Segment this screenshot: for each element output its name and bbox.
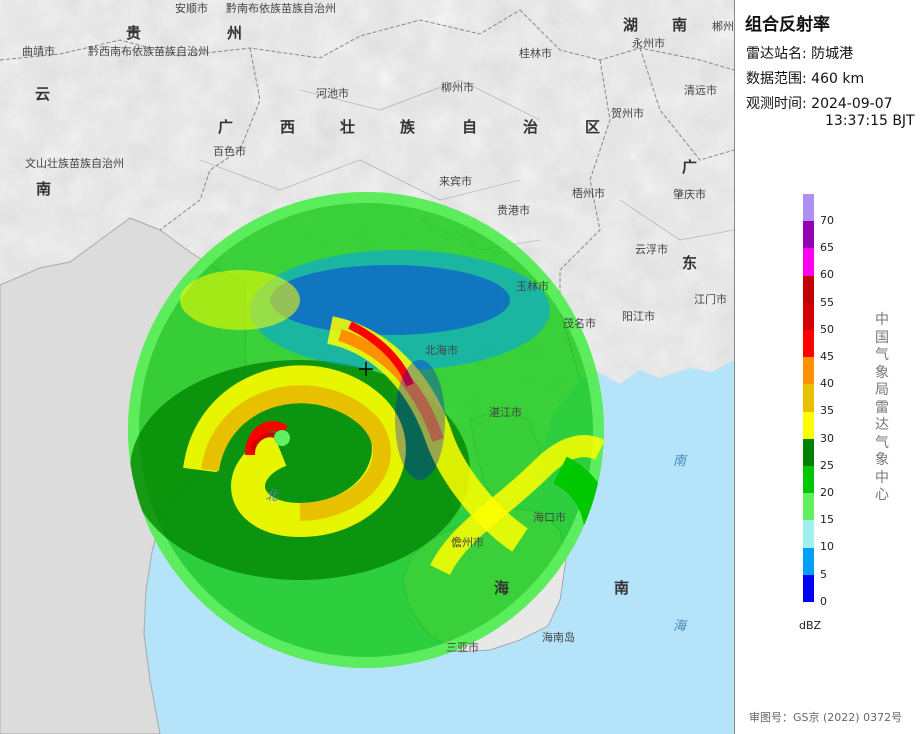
- place-label: 江门市: [694, 292, 727, 306]
- svg-text:自: 自: [462, 118, 477, 136]
- place-label: 河池市: [316, 86, 349, 100]
- svg-text:南: 南: [673, 454, 688, 469]
- legend-color-swatch: [803, 357, 814, 385]
- legend-color-swatch: [803, 547, 814, 575]
- svg-text:区: 区: [585, 118, 600, 136]
- time-clock: 13:37:15 BJT: [825, 113, 915, 129]
- range-label: 数据范围:: [746, 71, 807, 87]
- legend-value-label: 30: [820, 431, 834, 445]
- place-label: 三亚市: [446, 640, 479, 654]
- svg-text:海: 海: [494, 579, 509, 597]
- place-label: 贺州市: [611, 106, 644, 120]
- place-label: 茂名市: [563, 316, 596, 330]
- station-value: 防城港: [811, 46, 854, 62]
- legend-value-label: 25: [820, 458, 834, 472]
- legend-value-label: 35: [820, 404, 834, 418]
- place-label: 永州市: [632, 36, 665, 50]
- station-row: 雷达站名: 防城港: [746, 43, 853, 63]
- place-label: 黔南布依族苗族自治州: [226, 1, 336, 15]
- svg-text:南: 南: [36, 180, 51, 198]
- legend-value-label: 65: [820, 241, 834, 255]
- range-row: 数据范围: 460 km: [746, 68, 864, 88]
- svg-text:贵: 贵: [126, 24, 141, 42]
- place-label: 海南岛: [542, 630, 575, 644]
- svg-text:湖: 湖: [623, 16, 638, 34]
- info-panel: 组合反射率 雷达站名: 防城港 数据范围: 460 km 观测时间: 2024-…: [734, 0, 924, 734]
- legend-value-label: 50: [820, 322, 834, 336]
- svg-text:西: 西: [280, 118, 295, 136]
- radar-map[interactable]: 安顺市 黔南布依族苗族自治州 曲靖市 黔西南布依族苗族自治州 河池市 柳州市 桂…: [0, 0, 734, 734]
- legend-color-swatch: [803, 466, 814, 494]
- place-label: 文山壮族苗族自治州: [25, 156, 124, 170]
- panel-title: 组合反射率: [745, 15, 830, 35]
- svg-text:云: 云: [35, 85, 50, 103]
- svg-text:南: 南: [672, 16, 687, 34]
- legend-value-label: 55: [820, 295, 834, 309]
- legend-color-swatch: [803, 330, 814, 358]
- place-label: 贵港市: [497, 203, 530, 217]
- station-label: 雷达站名:: [746, 46, 807, 62]
- radar-echo: [128, 192, 604, 668]
- svg-text:族: 族: [400, 118, 416, 136]
- legend-color-swatch: [803, 493, 814, 521]
- place-label: 阳江市: [622, 309, 655, 323]
- place-label: 北海市: [425, 343, 458, 357]
- legend-value-label: 10: [820, 540, 834, 554]
- legend-value-label: 60: [820, 268, 834, 282]
- place-label: 柳州市: [441, 80, 474, 94]
- legend-color-swatch: [803, 574, 814, 602]
- time-label: 观测时间:: [746, 96, 807, 112]
- legend-value-label: 0: [820, 594, 827, 608]
- place-label: 湛江市: [489, 405, 522, 419]
- review-number: 审图号：GS京 (2022) 0372号: [749, 711, 903, 724]
- legend-color-swatch: [803, 194, 814, 222]
- place-label: 黔西南布依族苗族自治州: [88, 44, 209, 58]
- svg-text:治: 治: [523, 118, 538, 136]
- legend-color-swatch: [803, 221, 814, 249]
- legend-color-swatch: [803, 302, 814, 330]
- place-label: 儋州市: [451, 535, 484, 549]
- time-row: 观测时间: 2024-09-07: [746, 93, 893, 113]
- legend-value-label: 20: [820, 486, 834, 499]
- svg-text:海: 海: [673, 619, 688, 634]
- legend-color-swatch: [803, 438, 814, 466]
- svg-text:北: 北: [265, 489, 280, 504]
- place-label: 梧州市: [572, 186, 605, 200]
- place-label: 郴州市: [712, 19, 734, 33]
- svg-text:广: 广: [218, 118, 233, 136]
- legend-value-label: 15: [820, 513, 834, 527]
- legend-color-swatch: [803, 520, 814, 548]
- place-label: 桂林市: [519, 46, 552, 60]
- place-label: 海口市: [533, 510, 566, 524]
- radar-station-marker: [359, 362, 373, 376]
- svg-text:南: 南: [614, 579, 629, 597]
- time-date: 2024-09-07: [811, 96, 893, 112]
- agency-label: 中国气象局雷达气象中心: [875, 312, 889, 503]
- legend-color-swatch: [803, 384, 814, 412]
- place-label: 云浮市: [635, 242, 668, 256]
- legend-value-label: 5: [820, 567, 827, 581]
- legend-unit: dBZ: [799, 619, 822, 632]
- place-label: 来宾市: [439, 174, 472, 188]
- legend-value-label: 70: [820, 214, 834, 227]
- place-label: 百色市: [213, 144, 246, 158]
- legend-value-label: 45: [820, 350, 834, 363]
- legend-value-label: 40: [820, 377, 834, 391]
- legend-color-swatch: [803, 275, 814, 303]
- svg-text:壮: 壮: [340, 118, 355, 136]
- region-labels: 贵 州 湖 南 云 南 广 西 壮 族 自 治 区 广 东 海 南 南 海 北: [35, 16, 697, 634]
- svg-text:东: 东: [682, 254, 697, 272]
- svg-text:广: 广: [682, 158, 697, 176]
- place-label: 清远市: [684, 83, 717, 97]
- legend-color-swatch: [803, 248, 814, 276]
- place-label: 肇庆市: [673, 187, 706, 201]
- place-label: 安顺市: [175, 1, 208, 15]
- svg-text:州: 州: [226, 24, 242, 42]
- place-label: 玉林市: [516, 279, 549, 293]
- range-value: 460 km: [811, 71, 865, 87]
- place-label: 曲靖市: [22, 44, 55, 58]
- place-labels: 安顺市 黔南布依族苗族自治州 曲靖市 黔西南布依族苗族自治州 河池市 柳州市 桂…: [22, 1, 734, 654]
- legend-color-swatch: [803, 411, 814, 439]
